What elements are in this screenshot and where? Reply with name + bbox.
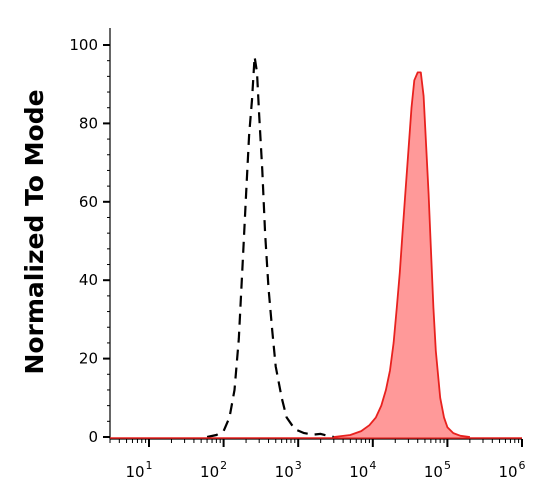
y-tick-label-40: 40 xyxy=(79,271,98,289)
x-tick-label-4: 104 xyxy=(349,459,376,481)
axes xyxy=(109,28,522,440)
series-1-line xyxy=(333,71,471,438)
y-tick-label-80: 80 xyxy=(79,114,98,132)
x-tick-label-5: 105 xyxy=(424,459,451,481)
x-tick-label-2: 102 xyxy=(200,459,227,481)
y-axis-label: Normalized To Mode xyxy=(20,89,49,374)
x-tick-label-1: 101 xyxy=(125,459,152,481)
x-tick-label-6: 106 xyxy=(498,459,525,481)
x-tick-label-3: 103 xyxy=(275,459,302,481)
y-tick-label-0: 0 xyxy=(88,428,98,446)
y-tick-label-60: 60 xyxy=(79,193,98,211)
x-ticks: 101 102 103 104 105 106 xyxy=(109,439,526,481)
y-tick-label-20: 20 xyxy=(79,350,98,368)
y-tick-label-100: 100 xyxy=(69,36,98,54)
series-group xyxy=(110,55,522,439)
series-0-line xyxy=(206,55,335,439)
y-ticks: 0 20 40 60 80 100 xyxy=(69,36,110,446)
